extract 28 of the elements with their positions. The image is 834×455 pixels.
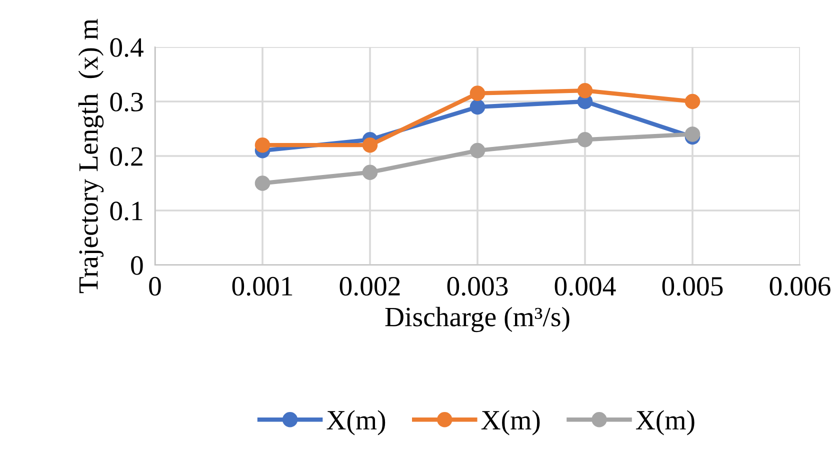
x-tick-label: 0.001	[232, 276, 292, 296]
x-tick-label: 0.003	[447, 276, 508, 296]
point	[577, 82, 593, 98]
y-axis-title: Trajectory Length (x) m	[78, 18, 104, 294]
y-tick-label: 0.3	[110, 92, 143, 112]
y-tick-label: 0.4	[110, 38, 144, 58]
point	[577, 132, 593, 148]
y-tick-label: 0.2	[110, 147, 142, 166]
point	[362, 137, 378, 153]
point	[470, 86, 486, 101]
point	[254, 137, 270, 153]
x-tick-label: 0.002	[340, 276, 400, 296]
x-axis-title: Discharge (m³/s)	[385, 306, 570, 332]
point	[684, 126, 700, 142]
y-tick-label: 0.1	[110, 202, 142, 221]
x-tick-label: 0.005	[662, 276, 723, 296]
x-tick-label: 0.004	[554, 276, 616, 296]
point	[684, 94, 700, 110]
legend-label: X(m)	[636, 410, 694, 436]
y-tick-label: 0	[131, 256, 143, 275]
legend-label: X(m)	[326, 410, 386, 436]
point	[470, 142, 486, 158]
point	[470, 99, 486, 115]
point	[362, 164, 378, 180]
point	[254, 176, 270, 191]
legend-label: X(m)	[481, 410, 540, 436]
x-tick-label: 0	[149, 276, 161, 296]
x-tick-label: 0.006	[770, 276, 830, 296]
